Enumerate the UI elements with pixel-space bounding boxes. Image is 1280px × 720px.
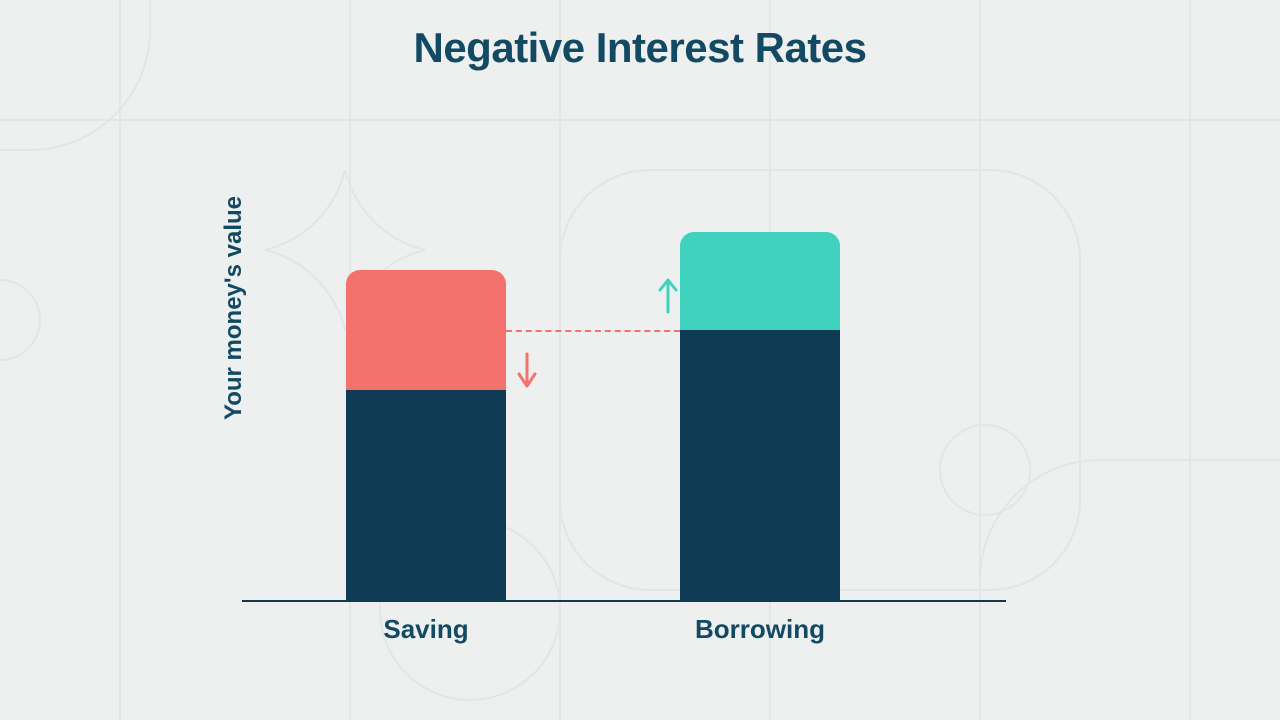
bar-saving-top — [346, 270, 506, 390]
category-label-borrowing: Borrowing — [640, 614, 880, 645]
bar-borrowing-base — [680, 330, 840, 600]
arrow-up-icon — [653, 276, 683, 322]
reference-dash-line — [506, 330, 680, 332]
y-axis-label: Your money's value — [220, 196, 248, 420]
bar-saving-base — [346, 390, 506, 600]
bar-borrowing-top — [680, 232, 840, 330]
chart-title: Negative Interest Rates — [0, 24, 1280, 72]
background-pattern — [0, 0, 1280, 720]
category-label-saving: Saving — [306, 614, 546, 645]
x-axis — [242, 600, 1006, 602]
arrow-down-icon — [512, 350, 542, 396]
